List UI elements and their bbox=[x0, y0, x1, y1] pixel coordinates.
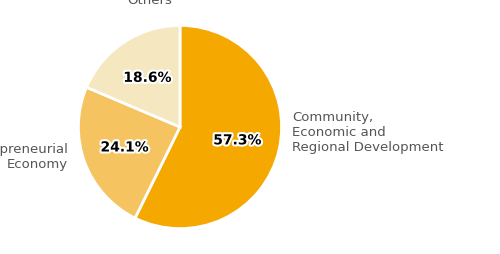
Text: 24.1%: 24.1% bbox=[100, 140, 149, 154]
Text: Community,
Economic and
Regional Development: Community, Economic and Regional Develop… bbox=[292, 110, 444, 154]
Text: Others: Others bbox=[127, 0, 172, 7]
Text: Entrepreneurial
Economy: Entrepreneurial Economy bbox=[0, 144, 68, 171]
Text: 57.3%: 57.3% bbox=[214, 133, 262, 147]
Text: 18.6%: 18.6% bbox=[124, 71, 172, 85]
Wedge shape bbox=[78, 87, 180, 218]
Wedge shape bbox=[135, 25, 282, 229]
Wedge shape bbox=[86, 25, 180, 127]
